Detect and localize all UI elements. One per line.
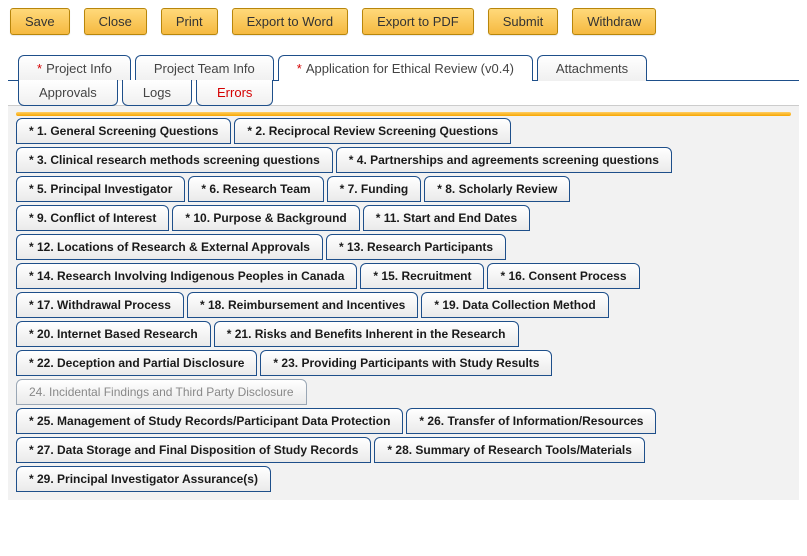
toolbar: Save Close Print Export to Word Export to PD… [8, 8, 799, 35]
tab-project-info[interactable]: * Project Info [18, 55, 131, 81]
section-tab[interactable]: * 16. Consent Process [487, 263, 639, 289]
section-tab[interactable]: * 5. Principal Investigator [16, 176, 185, 202]
section-row: * 17. Withdrawal Process* 18. Reimbursem… [16, 292, 791, 318]
tab-attachments[interactable]: Attachments [537, 55, 647, 81]
required-marker: * [37, 61, 42, 76]
close-button[interactable]: Close [84, 8, 147, 35]
print-button[interactable]: Print [161, 8, 218, 35]
subtab-errors[interactable]: Errors [196, 80, 273, 106]
section-row: * 5. Principal Investigator* 6. Research… [16, 176, 791, 202]
export-to-word-button[interactable]: Export to Word [232, 8, 348, 35]
section-tab[interactable]: * 4. Partnerships and agreements screeni… [336, 147, 672, 173]
save-button[interactable]: Save [10, 8, 70, 35]
section-tab[interactable]: * 10. Purpose & Background [172, 205, 359, 231]
tab-label: Attachments [556, 61, 628, 76]
section-tab[interactable]: * 29. Principal Investigator Assurance(s… [16, 466, 271, 492]
section-tab[interactable]: * 1. General Screening Questions [16, 118, 231, 144]
tab-label: Project Info [46, 61, 112, 76]
section-tab[interactable]: * 19. Data Collection Method [421, 292, 608, 318]
subtab-approvals[interactable]: Approvals [18, 80, 118, 106]
section-row: * 14. Research Involving Indigenous Peop… [16, 263, 791, 289]
section-row: * 12. Locations of Research & External A… [16, 234, 791, 260]
section-row: * 22. Deception and Partial Disclosure* … [16, 350, 791, 376]
section-tab[interactable]: * 2. Reciprocal Review Screening Questio… [234, 118, 511, 144]
section-rows: * 1. General Screening Questions* 2. Rec… [16, 118, 791, 492]
section-row: * 29. Principal Investigator Assurance(s… [16, 466, 791, 492]
section-tab[interactable]: * 20. Internet Based Research [16, 321, 211, 347]
tab-application-for-ethical-review-v0-4[interactable]: * Application for Ethical Review (v0.4) [278, 55, 533, 81]
withdraw-button[interactable]: Withdraw [572, 8, 656, 35]
section-tab[interactable]: 24. Incidental Findings and Third Party … [16, 379, 307, 405]
section-tab[interactable]: * 17. Withdrawal Process [16, 292, 184, 318]
section-tab[interactable]: * 22. Deception and Partial Disclosure [16, 350, 257, 376]
tab-project-team-info[interactable]: Project Team Info [135, 55, 274, 81]
section-tab[interactable]: * 25. Management of Study Records/Partic… [16, 408, 403, 434]
section-tab[interactable]: * 12. Locations of Research & External A… [16, 234, 323, 260]
section-tab[interactable]: * 18. Reimbursement and Incentives [187, 292, 418, 318]
section-tab[interactable]: * 11. Start and End Dates [363, 205, 530, 231]
subtab-logs[interactable]: Logs [122, 80, 192, 106]
required-marker: * [297, 61, 302, 76]
tab-label: Project Team Info [154, 61, 255, 76]
section-row: * 1. General Screening Questions* 2. Rec… [16, 118, 791, 144]
section-tab[interactable]: * 9. Conflict of Interest [16, 205, 169, 231]
section-row: * 27. Data Storage and Final Disposition… [16, 437, 791, 463]
section-row: * 9. Conflict of Interest* 10. Purpose &… [16, 205, 791, 231]
section-tab[interactable]: * 13. Research Participants [326, 234, 506, 260]
section-tab[interactable]: * 27. Data Storage and Final Disposition… [16, 437, 371, 463]
section-tab[interactable]: * 6. Research Team [188, 176, 323, 202]
section-row: * 25. Management of Study Records/Partic… [16, 408, 791, 434]
section-row: * 20. Internet Based Research* 21. Risks… [16, 321, 791, 347]
section-tab[interactable]: * 23. Providing Participants with Study … [260, 350, 552, 376]
section-row: 24. Incidental Findings and Third Party … [16, 379, 791, 405]
section-tab[interactable]: * 14. Research Involving Indigenous Peop… [16, 263, 357, 289]
main-tabs: * Project Info Project Team Info * Applicati… [8, 55, 799, 81]
tab-label: Application for Ethical Review (v0.4) [306, 61, 514, 76]
section-row: * 3. Clinical research methods screening… [16, 147, 791, 173]
section-tab[interactable]: * 28. Summary of Research Tools/Material… [374, 437, 645, 463]
section-tab[interactable]: * 26. Transfer of Information/Resources [406, 408, 656, 434]
section-tab[interactable]: * 15. Recruitment [360, 263, 484, 289]
submit-button[interactable]: Submit [488, 8, 558, 35]
section-tab[interactable]: * 21. Risks and Benefits Inherent in the… [214, 321, 519, 347]
section-tab[interactable]: * 3. Clinical research methods screening… [16, 147, 333, 173]
section-tab[interactable]: * 8. Scholarly Review [424, 176, 570, 202]
accent-bar [16, 112, 791, 116]
sub-tabs: ApprovalsLogsErrors [8, 80, 799, 106]
content-area: * 1. General Screening Questions* 2. Rec… [8, 105, 799, 500]
section-tab[interactable]: * 7. Funding [327, 176, 422, 202]
export-to-pdf-button[interactable]: Export to PDF [362, 8, 474, 35]
